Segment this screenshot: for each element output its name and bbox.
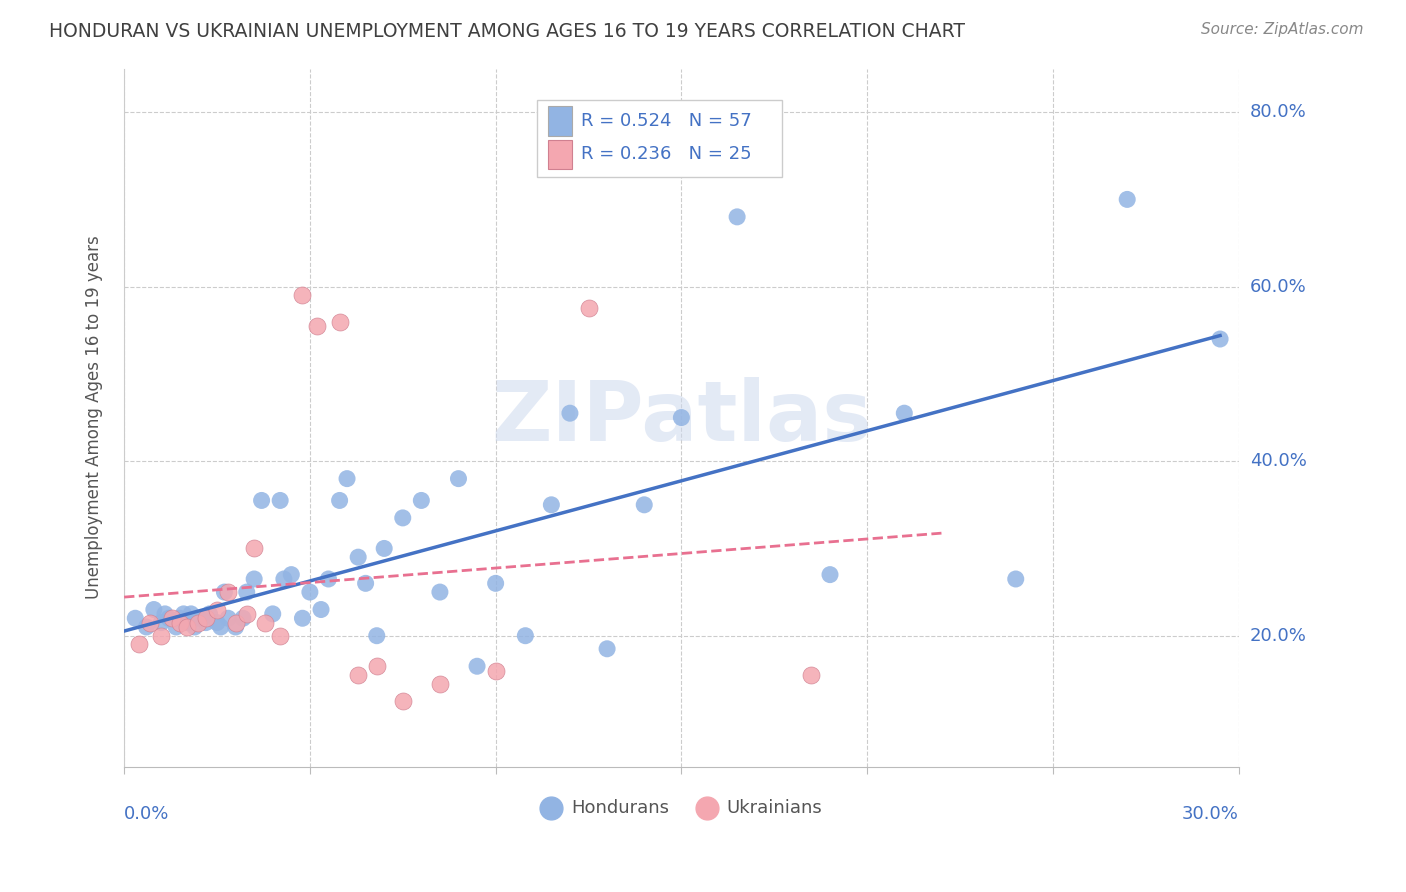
Point — [150, 629, 173, 643]
Point — [187, 611, 209, 625]
Point — [291, 611, 314, 625]
Text: R = 0.236   N = 25: R = 0.236 N = 25 — [581, 145, 752, 163]
Point — [139, 615, 162, 630]
Point — [194, 611, 217, 625]
Point — [235, 607, 257, 621]
Point — [187, 615, 209, 630]
Point — [183, 620, 205, 634]
Point — [307, 318, 329, 333]
Point — [217, 611, 239, 625]
Point — [366, 659, 388, 673]
Point — [250, 493, 273, 508]
Legend: Hondurans, Ukrainians: Hondurans, Ukrainians — [533, 791, 830, 824]
Point — [329, 493, 352, 508]
Point — [800, 668, 823, 682]
Point — [176, 620, 198, 634]
Point — [671, 410, 693, 425]
Point — [205, 615, 228, 630]
Point — [150, 615, 173, 630]
Point — [1209, 332, 1232, 346]
Point — [176, 615, 198, 630]
Point — [269, 629, 291, 643]
Point — [391, 694, 413, 708]
Text: R = 0.524   N = 57: R = 0.524 N = 57 — [581, 112, 752, 130]
Point — [429, 676, 451, 690]
Text: 20.0%: 20.0% — [1250, 627, 1306, 645]
Point — [254, 615, 277, 630]
Text: HONDURAN VS UKRAINIAN UNEMPLOYMENT AMONG AGES 16 TO 19 YEARS CORRELATION CHART: HONDURAN VS UKRAINIAN UNEMPLOYMENT AMONG… — [49, 22, 965, 41]
FancyBboxPatch shape — [548, 106, 572, 136]
Point — [243, 541, 266, 556]
Point — [633, 498, 655, 512]
Point — [1116, 193, 1139, 207]
Point — [373, 541, 395, 556]
Point — [1004, 572, 1026, 586]
Point — [298, 585, 321, 599]
Point — [318, 572, 340, 586]
Point — [578, 301, 600, 316]
Point — [280, 567, 302, 582]
FancyBboxPatch shape — [548, 140, 572, 169]
Point — [411, 493, 433, 508]
Point — [169, 615, 191, 630]
Point — [465, 659, 488, 673]
Point — [818, 567, 841, 582]
Point — [191, 611, 214, 625]
Point — [214, 585, 236, 599]
Point — [135, 620, 157, 634]
Point — [157, 611, 180, 625]
Point — [180, 607, 202, 621]
Point — [725, 210, 748, 224]
Point — [232, 611, 254, 625]
Point — [485, 664, 508, 678]
Point — [209, 620, 232, 634]
Point — [269, 493, 291, 508]
Point — [235, 585, 257, 599]
Text: ZIPatlas: ZIPatlas — [491, 377, 872, 458]
Point — [169, 611, 191, 625]
Point — [596, 641, 619, 656]
Point — [336, 472, 359, 486]
Point — [291, 288, 314, 302]
Point — [309, 602, 332, 616]
Point — [893, 406, 915, 420]
Point — [354, 576, 377, 591]
Point — [205, 602, 228, 616]
Point — [142, 602, 165, 616]
Point — [162, 611, 184, 625]
Point — [347, 668, 370, 682]
Point — [124, 611, 146, 625]
Point — [198, 607, 221, 621]
Text: 0.0%: 0.0% — [124, 805, 170, 823]
Point — [558, 406, 581, 420]
Point — [347, 550, 370, 565]
Point — [173, 607, 195, 621]
Point — [515, 629, 537, 643]
Point — [366, 629, 388, 643]
Point — [165, 620, 187, 634]
Text: 30.0%: 30.0% — [1182, 805, 1239, 823]
Point — [485, 576, 508, 591]
Text: 80.0%: 80.0% — [1250, 103, 1306, 121]
Point — [217, 585, 239, 599]
Point — [128, 637, 150, 651]
FancyBboxPatch shape — [537, 100, 782, 177]
Point — [243, 572, 266, 586]
Point — [273, 572, 295, 586]
Y-axis label: Unemployment Among Ages 16 to 19 years: Unemployment Among Ages 16 to 19 years — [86, 235, 103, 599]
Text: 40.0%: 40.0% — [1250, 452, 1306, 470]
Text: Source: ZipAtlas.com: Source: ZipAtlas.com — [1201, 22, 1364, 37]
Point — [194, 615, 217, 630]
Point — [225, 620, 247, 634]
Text: 60.0%: 60.0% — [1250, 277, 1306, 295]
Point — [540, 498, 562, 512]
Point — [262, 607, 284, 621]
Point — [429, 585, 451, 599]
Point — [153, 607, 176, 621]
Point — [391, 511, 413, 525]
Point — [447, 472, 470, 486]
Point — [225, 615, 247, 630]
Point — [329, 315, 352, 329]
